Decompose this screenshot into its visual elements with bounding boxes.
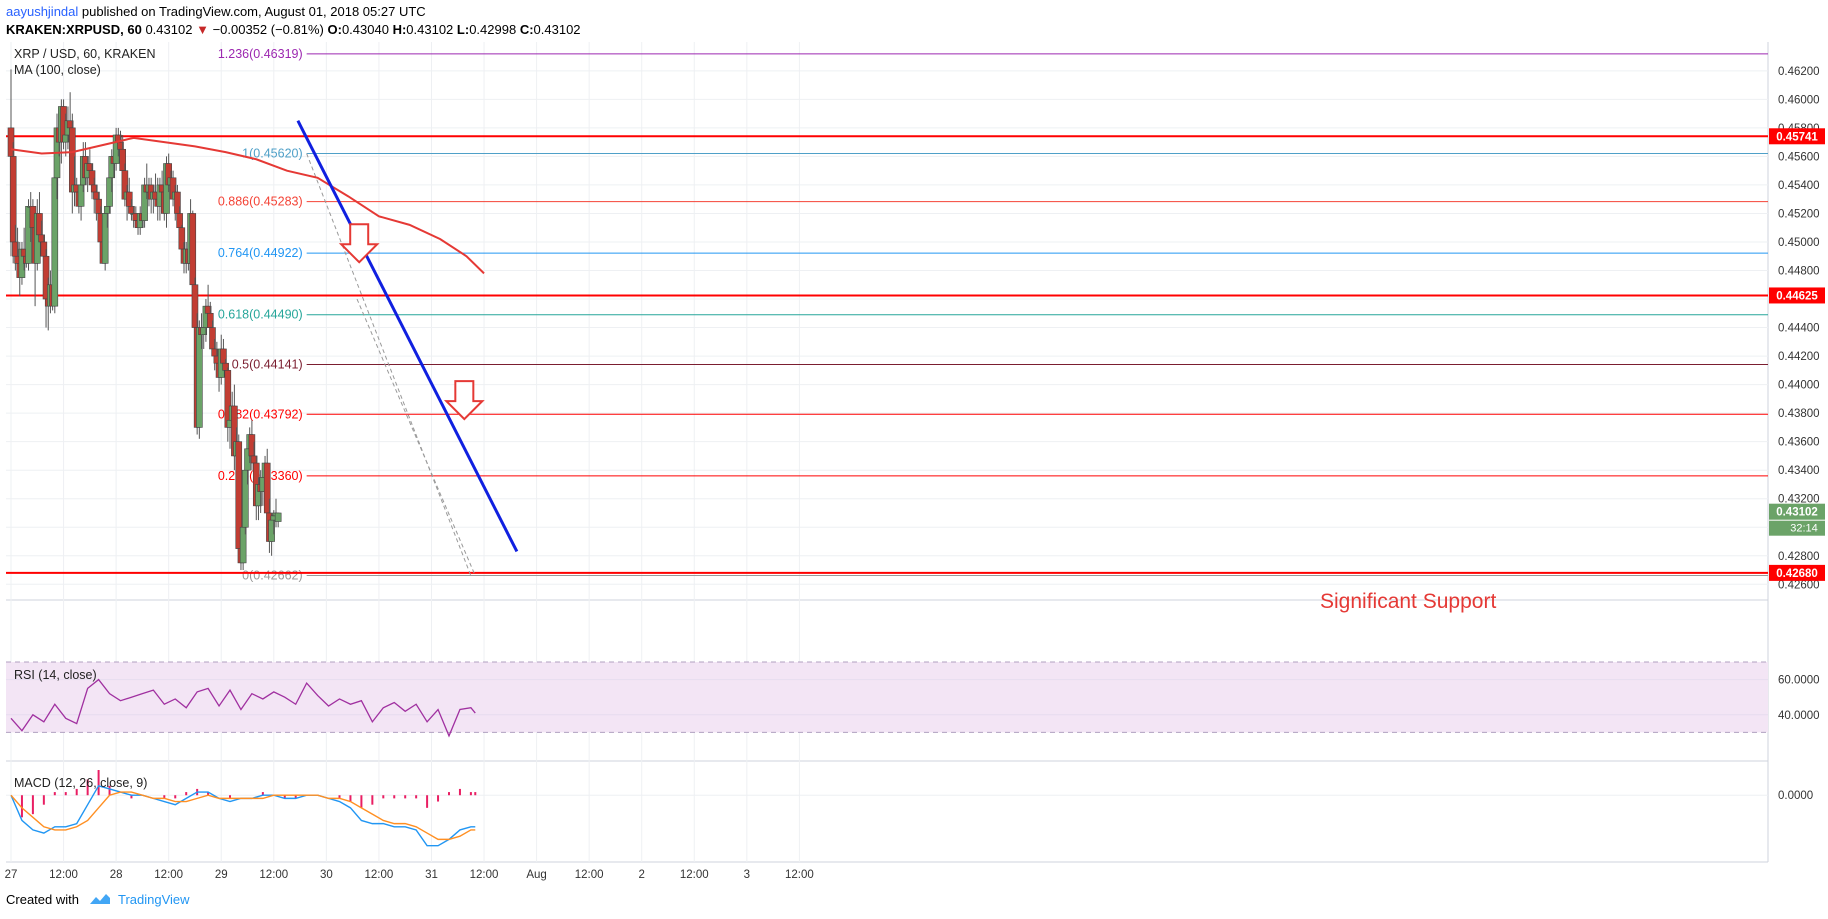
price-axis-label: 0.44000 [1778, 380, 1820, 392]
time-axis-label: 12:00 [680, 869, 709, 881]
price-axis-label: 0.44800 [1778, 266, 1820, 278]
last-price: 0.43102 [145, 22, 193, 37]
price-change: −0.00352 (−0.81%) [212, 22, 324, 37]
time-axis-label: 12:00 [49, 869, 78, 881]
price-axis-label: 0.46000 [1778, 94, 1820, 106]
time-axis-label: 3 [744, 869, 750, 881]
time-axis-label: 28 [110, 869, 123, 881]
fib-trend-diagonal [356, 298, 476, 576]
chart-header: aayushjindal published on TradingView.co… [0, 0, 1828, 42]
symbol-label: KRAKEN:XRPUSD, 60 [6, 22, 142, 37]
price-axis-label: 0.44200 [1778, 351, 1820, 363]
rsi-band-fill [6, 662, 1768, 733]
fib-level-label: 0.382(0.43792) [218, 407, 303, 421]
price-axis-label: 0.44400 [1778, 323, 1820, 335]
signal-line [10, 791, 476, 841]
price-pane-title: XRP / USD, 60, KRAKEN [14, 47, 156, 61]
price-axis-label: 0.45000 [1778, 237, 1820, 249]
candle-body[interactable] [274, 512, 282, 522]
significant-support-annotation: Significant Support [1320, 590, 1496, 613]
time-axis-label: 12:00 [785, 869, 814, 881]
candle-body[interactable] [189, 213, 197, 286]
price-axis-label: 0.46200 [1778, 66, 1820, 78]
time-axis-label: 12:00 [365, 869, 394, 881]
price-axis-label: 0.42600 [1778, 579, 1820, 591]
rsi-pane-title: RSI (14, close) [14, 668, 97, 682]
fib-level-label: 0(0.42662) [242, 568, 302, 582]
time-axis-label: 2 [639, 869, 645, 881]
time-axis-label: 12:00 [259, 869, 288, 881]
price-axis-label: 0.43800 [1778, 408, 1820, 420]
current-price-tag-label: 0.43102 [1776, 507, 1818, 519]
created-with-label: Created with [6, 892, 79, 907]
open-value: 0.43040 [341, 22, 389, 37]
ma-indicator-label: MA (100, close) [14, 63, 101, 77]
chart-background [0, 42, 1828, 887]
quote-line: KRAKEN:XRPUSD, 60 0.43102 ▼ −0.00352 (−0… [6, 22, 581, 37]
fib-trend-diagonal [306, 153, 472, 576]
time-axis-label: 31 [425, 869, 438, 881]
footer: Created with TradingView [6, 892, 190, 907]
published-text: published on TradingView.com, August 01,… [81, 4, 426, 19]
current-price-tag [1769, 503, 1825, 520]
time-axis-label: 12:00 [575, 869, 604, 881]
price-axis-label: 0.45200 [1778, 208, 1820, 220]
macd-axis-label: 0.0000 [1778, 790, 1813, 802]
time-axis-label: Aug [526, 869, 546, 881]
time-axis-label: 29 [215, 869, 228, 881]
price-axis-label: 0.45600 [1778, 151, 1820, 163]
fib-level-label: 0.618(0.44490) [218, 308, 303, 322]
close-value: 0.43102 [533, 22, 581, 37]
time-axis-label: 27 [5, 869, 18, 881]
tradingview-logo-icon [89, 894, 110, 904]
price-axis-label: 0.43600 [1778, 437, 1820, 449]
price-axis-label: 0.42800 [1778, 551, 1820, 563]
tradingview-link[interactable]: TradingView [118, 892, 190, 907]
fib-level-label: 1(0.45620) [242, 147, 302, 161]
countdown-label: 32:14 [1790, 523, 1818, 535]
price-level-tag [1769, 564, 1825, 581]
price-level-tag-label: 0.44625 [1776, 290, 1818, 302]
macd-pane-title: MACD (12, 26, close, 9) [14, 776, 147, 790]
chart-canvas[interactable]: 1.236(0.46319) 1(0.45620) 0.886(0.45283) 0.… [0, 42, 1828, 887]
fib-level-label: 1.236(0.46319) [218, 47, 303, 61]
time-axis-label: 12:00 [470, 869, 499, 881]
fib-level-label: 0.764(0.44922) [218, 246, 303, 260]
rsi-pane[interactable] [6, 661, 1768, 738]
price-level-tag [1769, 287, 1825, 304]
rsi-axis-label: 60.0000 [1778, 675, 1820, 687]
down-arrow-icon: ▼ [196, 22, 209, 37]
chart-axes: 0.462000.460000.458000.456000.454000.452… [5, 66, 1825, 881]
price-axis-label: 0.45400 [1778, 180, 1820, 192]
time-axis-label: 12:00 [154, 869, 183, 881]
price-level-tag-label: 0.42680 [1776, 568, 1818, 580]
price-pane[interactable]: 1.236(0.46319) 1(0.45620) 0.886(0.45283) 0.… [6, 47, 1768, 583]
down-arrow-icon [338, 223, 380, 264]
price-level-tag [1769, 128, 1825, 145]
price-axis-label: 0.43400 [1778, 465, 1820, 477]
rsi-axis-label: 40.0000 [1778, 710, 1820, 722]
time-axis-label: 30 [320, 869, 333, 881]
ma100-line [10, 136, 485, 275]
high-value: 0.43102 [406, 22, 454, 37]
price-level-tag-label: 0.45741 [1776, 131, 1818, 143]
bearish-trendline[interactable] [296, 120, 519, 553]
down-arrow-icon [443, 380, 485, 421]
price-axis-label: 0.43200 [1778, 494, 1820, 506]
low-value: 0.42998 [469, 22, 517, 37]
fib-level-label: 0.886(0.45283) [218, 195, 303, 209]
countdown-tag [1769, 520, 1825, 536]
publish-line: aayushjindal published on TradingView.co… [6, 4, 426, 19]
author-link[interactable]: aayushjindal [6, 4, 79, 19]
rsi-line [10, 678, 476, 738]
fib-level-label: 0.5(0.44141) [232, 357, 303, 371]
macd-pane[interactable] [6, 770, 1768, 847]
